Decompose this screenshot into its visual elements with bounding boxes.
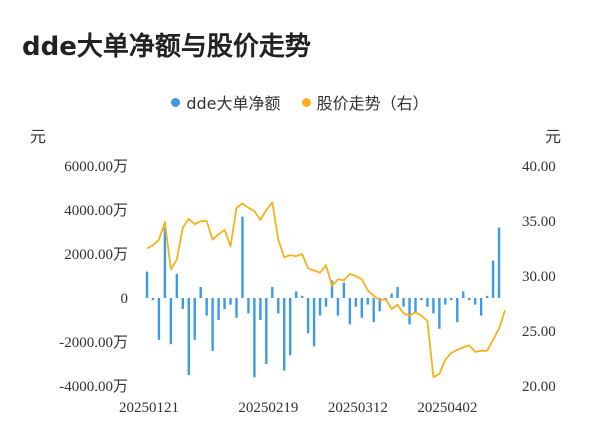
bar[interactable] [199, 287, 202, 298]
legend-bar-label: dde大单净额 [186, 94, 281, 113]
bar[interactable] [396, 287, 399, 298]
bar[interactable] [229, 298, 232, 305]
bar[interactable] [485, 295, 489, 298]
bar[interactable] [205, 298, 208, 316]
bar[interactable] [491, 260, 495, 298]
right-tick-label: 20.00 [522, 379, 556, 395]
x-tick-label: 20250121 [119, 400, 179, 416]
bar[interactable] [378, 298, 381, 312]
right-tick-label: 30.00 [522, 269, 556, 285]
bar[interactable] [175, 273, 179, 298]
bar[interactable] [265, 298, 268, 364]
right-tick-label: 25.00 [522, 324, 556, 340]
x-tick-label: 20250402 [417, 400, 477, 416]
bar[interactable] [271, 287, 274, 298]
bar[interactable] [366, 298, 369, 305]
legend-item-line[interactable]: 股价走势（右） [301, 90, 429, 114]
bar[interactable] [336, 298, 340, 316]
bar[interactable] [187, 298, 190, 375]
bar[interactable] [426, 298, 429, 307]
right-axis-unit: 元 [545, 127, 561, 146]
left-tick-label: 4000.00万 [64, 203, 128, 219]
bar[interactable] [145, 271, 149, 298]
price-line[interactable] [146, 201, 506, 379]
bar[interactable] [479, 298, 483, 316]
bar[interactable] [420, 298, 423, 301]
bar[interactable] [402, 298, 405, 307]
bar[interactable] [354, 298, 358, 307]
bar[interactable] [497, 227, 501, 298]
bar[interactable] [456, 298, 459, 323]
bar[interactable] [342, 282, 346, 298]
bar[interactable] [235, 298, 238, 318]
x-tick-label: 20250219 [238, 400, 298, 416]
legend-line-label: 股价走势（右） [316, 94, 429, 113]
bar[interactable] [211, 298, 214, 351]
bar[interactable] [157, 298, 161, 340]
bar[interactable] [408, 298, 411, 325]
bar[interactable] [217, 298, 220, 320]
bar[interactable] [241, 216, 244, 298]
bar[interactable] [300, 295, 304, 298]
legend-line-swatch-icon [301, 97, 311, 107]
bar[interactable] [259, 298, 262, 320]
left-tick-label: 6000.00万 [64, 159, 128, 175]
left-tick-label: -2000.00万 [59, 335, 128, 351]
bar[interactable] [223, 298, 226, 309]
legend-bar-swatch-icon [171, 97, 181, 107]
bar[interactable] [414, 298, 417, 314]
bar[interactable] [169, 298, 173, 345]
left-axis: 6000.00万 4000.00万 2000.00万 0 -2000.00万 -4000.… [59, 159, 128, 395]
bar-series [145, 216, 501, 378]
left-axis-unit: 元 [30, 127, 46, 146]
bar[interactable] [372, 298, 375, 323]
bar[interactable] [450, 298, 453, 301]
bar[interactable] [462, 291, 465, 298]
bar[interactable] [468, 298, 471, 301]
bar[interactable] [289, 298, 292, 356]
x-axis: 20250121 20250219 20250312 20250402 [119, 400, 477, 416]
bar[interactable] [432, 298, 435, 314]
bar[interactable] [247, 298, 250, 314]
bar[interactable] [193, 298, 196, 340]
line-series [146, 201, 506, 379]
bar[interactable] [473, 298, 477, 305]
bar[interactable] [277, 298, 280, 314]
chart-legend: dde大单净额 股价走势（右） [0, 90, 600, 114]
x-tick-label: 20250312 [328, 400, 388, 416]
bar[interactable] [253, 298, 256, 378]
bar[interactable] [330, 280, 334, 298]
bar[interactable] [294, 291, 298, 298]
bar[interactable] [360, 298, 363, 318]
bar[interactable] [151, 298, 155, 301]
legend-item-bar[interactable]: dde大单净额 [171, 90, 281, 114]
bar[interactable] [324, 298, 328, 307]
left-tick-label: 2000.00万 [64, 247, 128, 263]
left-tick-label: 0 [121, 291, 129, 307]
bar[interactable] [306, 298, 310, 334]
bar[interactable] [348, 298, 352, 325]
bar[interactable] [181, 298, 184, 309]
left-tick-label: -4000.00万 [59, 379, 128, 395]
chart-title: dde大单净额与股价走势 [22, 32, 311, 62]
bar[interactable] [312, 298, 316, 347]
bar[interactable] [283, 298, 286, 371]
right-tick-label: 35.00 [522, 214, 556, 230]
right-tick-label: 40.00 [522, 159, 556, 175]
bar[interactable] [163, 227, 167, 298]
right-axis: 40.00 35.00 30.00 25.00 20.00 [522, 159, 556, 395]
bar[interactable] [318, 298, 322, 316]
bar[interactable] [438, 298, 441, 329]
bar[interactable] [390, 293, 393, 298]
bar[interactable] [444, 298, 447, 305]
